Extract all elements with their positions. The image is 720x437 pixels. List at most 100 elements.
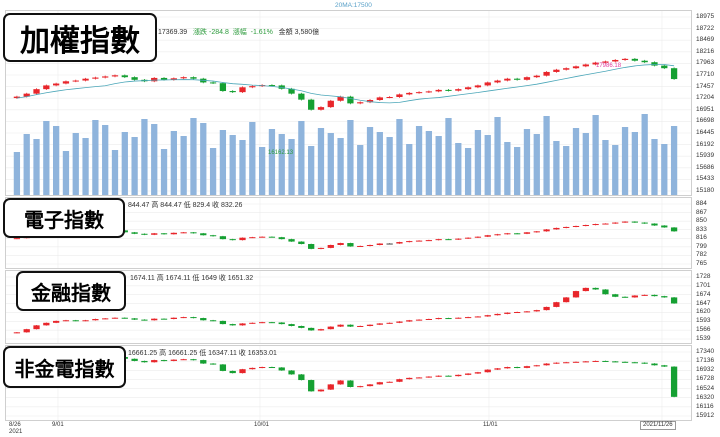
candle-body xyxy=(200,360,207,364)
candle-body xyxy=(523,77,531,80)
y-tick-label: 16192 xyxy=(696,140,715,148)
y-tick-label: 850 xyxy=(696,217,707,225)
candle-body xyxy=(268,367,276,369)
y-tick-label: 17963 xyxy=(696,59,715,67)
candle-body xyxy=(62,81,70,84)
volume-bar xyxy=(23,134,30,195)
candle-body xyxy=(111,75,119,77)
volume-bar xyxy=(445,118,452,195)
candle-body xyxy=(563,362,570,364)
candle-body xyxy=(102,318,109,320)
volume-bar xyxy=(631,132,638,195)
candle-body xyxy=(13,96,21,99)
candle-body xyxy=(258,322,266,324)
volume-bar xyxy=(415,126,423,195)
candle-body xyxy=(563,68,570,70)
candle-body xyxy=(386,322,393,324)
candle-body xyxy=(455,317,462,319)
volume-bar xyxy=(612,145,619,195)
volume-bar xyxy=(651,139,658,195)
vol-label: 金額 xyxy=(278,29,293,36)
volume-bar xyxy=(435,136,442,195)
candle-body xyxy=(357,245,364,247)
candle-body xyxy=(445,318,452,320)
candle-body xyxy=(278,237,285,240)
candle-body xyxy=(160,77,168,80)
candle-body xyxy=(180,232,187,234)
taiex-panel: 17369.39 漲跌 -284.8 漲幅 -1.61% 金額 3,580億 1… xyxy=(5,10,692,196)
candle-body xyxy=(670,297,678,304)
candle-body xyxy=(553,69,560,72)
candle-body xyxy=(425,319,433,320)
candle-body xyxy=(258,367,266,369)
candle-body xyxy=(317,107,325,110)
candle-body xyxy=(602,223,609,225)
candle-body xyxy=(43,85,50,90)
candle-body xyxy=(239,237,246,241)
volume-bar xyxy=(317,128,325,195)
candle-body xyxy=(317,389,325,392)
candle-body xyxy=(533,75,540,78)
candle-body xyxy=(425,376,433,378)
candle-body xyxy=(33,89,40,94)
candle-body xyxy=(308,380,315,392)
candle-body xyxy=(641,362,648,364)
candle-body xyxy=(612,294,619,297)
candle-body xyxy=(474,85,482,88)
candle-body xyxy=(523,232,531,234)
candle-body xyxy=(484,235,491,237)
candle-body xyxy=(308,327,315,331)
candle-body xyxy=(553,227,560,230)
candle-body xyxy=(445,239,452,241)
pct-label: 漲幅 xyxy=(232,29,247,36)
volume-bar xyxy=(337,138,344,195)
volume-bar xyxy=(278,134,285,195)
x-label-last[interactable]: 2021/11/26 xyxy=(640,421,676,430)
candle-body xyxy=(200,318,207,321)
candle-body xyxy=(131,358,138,361)
candle-body xyxy=(661,225,668,228)
y-tick-label: 15180 xyxy=(696,187,715,194)
volume-bar xyxy=(347,120,354,195)
candle-body xyxy=(190,232,197,234)
volume-bar xyxy=(553,141,560,195)
candle-body xyxy=(337,324,344,327)
candle-body xyxy=(651,294,658,297)
x-label-826: 8/26 xyxy=(9,422,21,428)
candle-body xyxy=(53,320,60,323)
volume-bar xyxy=(464,148,472,195)
x-label-901: 9/01 xyxy=(52,422,64,428)
candle-body xyxy=(661,365,668,367)
volume-bar xyxy=(102,125,109,195)
candle-body xyxy=(82,320,89,322)
financial-y-axis: 1728 1701 1674 1647 1620 1593 1566 1539 xyxy=(696,270,720,344)
candle-body xyxy=(327,244,334,248)
candle-body xyxy=(151,318,158,321)
candle-body xyxy=(406,320,413,322)
y-tick-label: 17457 xyxy=(696,82,715,90)
candle-body xyxy=(484,82,491,86)
volume-bar xyxy=(641,114,648,195)
candle-body xyxy=(455,238,462,240)
candle-body xyxy=(563,226,570,228)
candle-body xyxy=(13,332,21,334)
volume-bar xyxy=(523,129,531,195)
candle-body xyxy=(180,77,187,79)
candle-body xyxy=(670,227,678,232)
volume-bar xyxy=(563,146,570,195)
candle-body xyxy=(23,93,30,97)
candle-body xyxy=(376,323,383,325)
candle-body xyxy=(160,360,168,362)
candle-body xyxy=(641,60,648,63)
volume-bar xyxy=(111,150,119,195)
candle-body xyxy=(582,287,589,292)
candle-body xyxy=(386,381,393,383)
candle-body xyxy=(474,316,482,318)
candle-body xyxy=(514,233,521,235)
candle-body xyxy=(563,297,570,303)
max-annotation: 17986.18 xyxy=(596,63,622,69)
candle-body xyxy=(366,100,374,103)
candle-body xyxy=(190,77,197,79)
candle-body xyxy=(92,319,99,321)
candle-body xyxy=(180,359,187,361)
